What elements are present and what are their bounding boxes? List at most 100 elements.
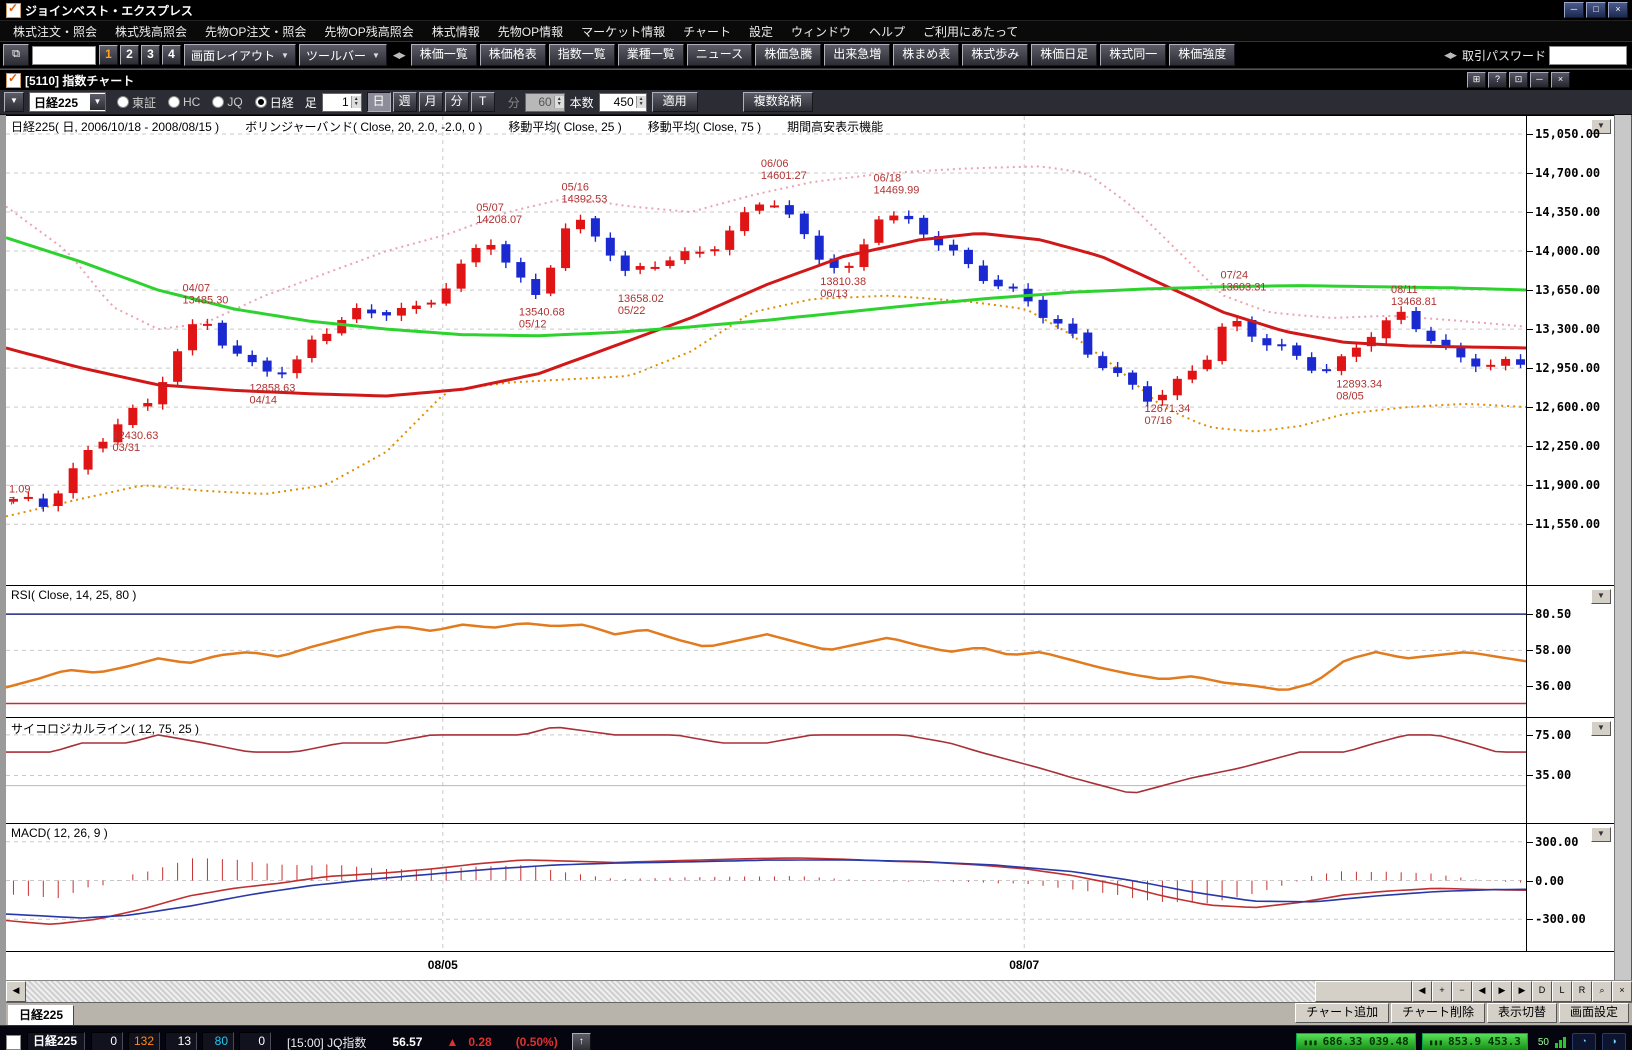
- panel-menu-icon[interactable]: ▼: [1591, 119, 1612, 134]
- grid-icon[interactable]: ⊞: [1467, 72, 1486, 88]
- scrollbar-thumb[interactable]: [1315, 981, 1412, 1002]
- menu-item-11[interactable]: ご利用にあたって: [923, 24, 1019, 39]
- maximize-icon[interactable]: □: [1586, 2, 1606, 18]
- quick-button-6[interactable]: 出来急増: [824, 44, 891, 66]
- right-scroll-strip[interactable]: [1614, 952, 1632, 980]
- menu-item-1[interactable]: 株式残高照会: [115, 24, 188, 39]
- bars-spinner[interactable]: 450 ▲ ▼: [598, 92, 647, 112]
- scroll-nav-button-10[interactable]: ×: [1612, 981, 1632, 1002]
- quick-button-7[interactable]: 株まめ表: [893, 44, 960, 66]
- scroll-nav-button-3[interactable]: ◀: [1472, 981, 1492, 1002]
- quick-button-10[interactable]: 株式同一: [1100, 44, 1167, 66]
- panel-menu-icon[interactable]: ▼: [1591, 589, 1612, 604]
- quick-button-3[interactable]: 業種一覧: [617, 44, 684, 66]
- symbol-dropdown-icon[interactable]: ▼: [4, 92, 24, 112]
- menu-item-2[interactable]: 先物OP注文・照会: [205, 24, 307, 39]
- scroll-nav-button-4[interactable]: ▶: [1492, 981, 1512, 1002]
- quote-label: [15:00] JQ指数: [287, 1035, 367, 1050]
- status-field-0: 0: [91, 1032, 123, 1050]
- chevron-down-icon[interactable]: ▼: [90, 94, 105, 110]
- screen-layout-button[interactable]: 画面レイアウト ▼: [184, 44, 296, 66]
- psych-chart[interactable]: サイコロジカルライン( 12, 75, 25 ): [6, 718, 1528, 824]
- price-chart[interactable]: 日経225( 日, 2006/10/18 - 2008/08/15 ) ボリンジャ…: [6, 115, 1528, 586]
- minimize-icon[interactable]: ─: [1530, 72, 1549, 88]
- macd-chart[interactable]: MACD( 12, 26, 9 ): [6, 824, 1528, 952]
- menu-item-0[interactable]: 株式注文・照会: [13, 24, 98, 39]
- scroll-nav-button-1[interactable]: +: [1432, 981, 1452, 1002]
- period-button-週[interactable]: 週: [392, 92, 417, 112]
- right-scroll-strip[interactable]: [1614, 718, 1632, 824]
- horizontal-scrollbar[interactable]: ◀ ◀ + − ◀ ▶ ▶ D L R ⌕ ×: [6, 980, 1632, 1002]
- scroll-nav-button-8[interactable]: R: [1572, 981, 1592, 1002]
- tab-nikkei225[interactable]: 日経225: [8, 1005, 75, 1025]
- scroll-nav-button-6[interactable]: D: [1532, 981, 1552, 1002]
- quick-button-1[interactable]: 株価格表: [479, 44, 546, 66]
- panel-menu-icon[interactable]: ▼: [1591, 721, 1612, 736]
- multi-symbol-button[interactable]: 複数銘柄: [742, 92, 813, 112]
- quick-button-9[interactable]: 株価日足: [1031, 44, 1098, 66]
- right-scroll-strip[interactable]: [1614, 115, 1632, 586]
- layout-windows-icon[interactable]: ⧉: [3, 44, 29, 66]
- menu-item-5[interactable]: 先物OP情報: [497, 24, 564, 39]
- workspace-button-2[interactable]: 2: [120, 45, 139, 65]
- panel-menu-icon[interactable]: ▼: [1591, 827, 1612, 842]
- scroll-nav-button-7[interactable]: L: [1552, 981, 1572, 1002]
- status-checkbox[interactable]: [6, 1034, 21, 1050]
- scroll-up-icon[interactable]: ↑: [571, 1032, 591, 1050]
- help-icon[interactable]: ?: [1488, 72, 1507, 88]
- period-button-日[interactable]: 日: [366, 92, 391, 112]
- quick-button-2[interactable]: 指数一覧: [548, 44, 615, 66]
- quick-button-8[interactable]: 株式歩み: [962, 44, 1029, 66]
- quick-button-0[interactable]: 株価一覧: [410, 44, 477, 66]
- chart-action-button-2[interactable]: 表示切替: [1486, 1003, 1557, 1023]
- apply-button[interactable]: 適用: [651, 92, 698, 112]
- rsi-chart[interactable]: RSI( Close, 14, 25, 80 ): [6, 586, 1528, 718]
- period-button-T[interactable]: T: [470, 92, 495, 112]
- workspace-button-1[interactable]: 1: [99, 45, 118, 65]
- minimize-icon[interactable]: ─: [1564, 2, 1584, 18]
- quick-button-4[interactable]: ニュース: [686, 44, 753, 66]
- workspace-button-3[interactable]: 3: [141, 45, 160, 65]
- menu-item-7[interactable]: チャート: [683, 24, 731, 39]
- chart-action-button-3[interactable]: 画面設定: [1558, 1003, 1629, 1023]
- period-button-分[interactable]: 分: [444, 92, 469, 112]
- meter-percent: 50: [1537, 1036, 1549, 1048]
- chart-action-button-1[interactable]: チャート削除: [1391, 1003, 1485, 1023]
- scroll-nav-button-5[interactable]: ▶: [1512, 981, 1532, 1002]
- toolbar-grip-icon[interactable]: ◀▶: [392, 49, 406, 60]
- close-icon[interactable]: ×: [1551, 72, 1570, 88]
- quick-button-5[interactable]: 株価急騰: [755, 44, 822, 66]
- swing-annotation: 1.09: [9, 484, 30, 496]
- chart-action-button-0[interactable]: チャート追加: [1295, 1003, 1390, 1023]
- ashi-spinner[interactable]: 1 ▲ ▼: [321, 92, 362, 112]
- scroll-nav-button-0[interactable]: ◀: [1412, 981, 1432, 1002]
- symbol-combo[interactable]: 日経225 ▼: [29, 92, 106, 112]
- market-radio-東証[interactable]: 東証: [117, 94, 156, 111]
- right-scroll-strip[interactable]: [1614, 824, 1632, 952]
- chart-tab-row: 日経225 チャート追加 チャート削除 表示切替 画面設定: [6, 1002, 1632, 1025]
- toolbar-menu-button[interactable]: ツールバー ▼: [298, 44, 387, 66]
- scrollbar-track[interactable]: [26, 981, 1315, 1002]
- scroll-nav-button-9[interactable]: ⌕: [1592, 981, 1612, 1002]
- quick-code-input[interactable]: [32, 45, 96, 65]
- right-scroll-strip[interactable]: [1614, 586, 1632, 718]
- scroll-left-icon[interactable]: ◀: [6, 981, 26, 1002]
- trade-password-input[interactable]: [1549, 45, 1627, 65]
- menu-item-9[interactable]: ウィンドウ: [791, 24, 852, 39]
- scroll-nav-button-2[interactable]: −: [1452, 981, 1472, 1002]
- restore-icon[interactable]: ⊡: [1509, 72, 1528, 88]
- menu-item-3[interactable]: 先物OP残高照会: [324, 24, 414, 39]
- menu-item-4[interactable]: 株式情報: [431, 24, 480, 39]
- period-button-月[interactable]: 月: [418, 92, 443, 112]
- menu-item-6[interactable]: マーケット情報: [581, 24, 666, 39]
- close-icon[interactable]: ×: [1608, 2, 1628, 18]
- market-radio-日経[interactable]: 日経: [254, 94, 294, 111]
- quick-button-11[interactable]: 株価強度: [1169, 44, 1236, 66]
- workspace-button-4[interactable]: 4: [162, 45, 181, 65]
- market-radio-JQ[interactable]: JQ: [212, 94, 243, 111]
- toolbar-grip-icon[interactable]: ◀▶: [1444, 49, 1457, 60]
- market-radio-HC[interactable]: HC: [168, 94, 200, 111]
- menu-item-10[interactable]: ヘルプ: [869, 24, 906, 39]
- menu-item-8[interactable]: 設定: [748, 24, 773, 39]
